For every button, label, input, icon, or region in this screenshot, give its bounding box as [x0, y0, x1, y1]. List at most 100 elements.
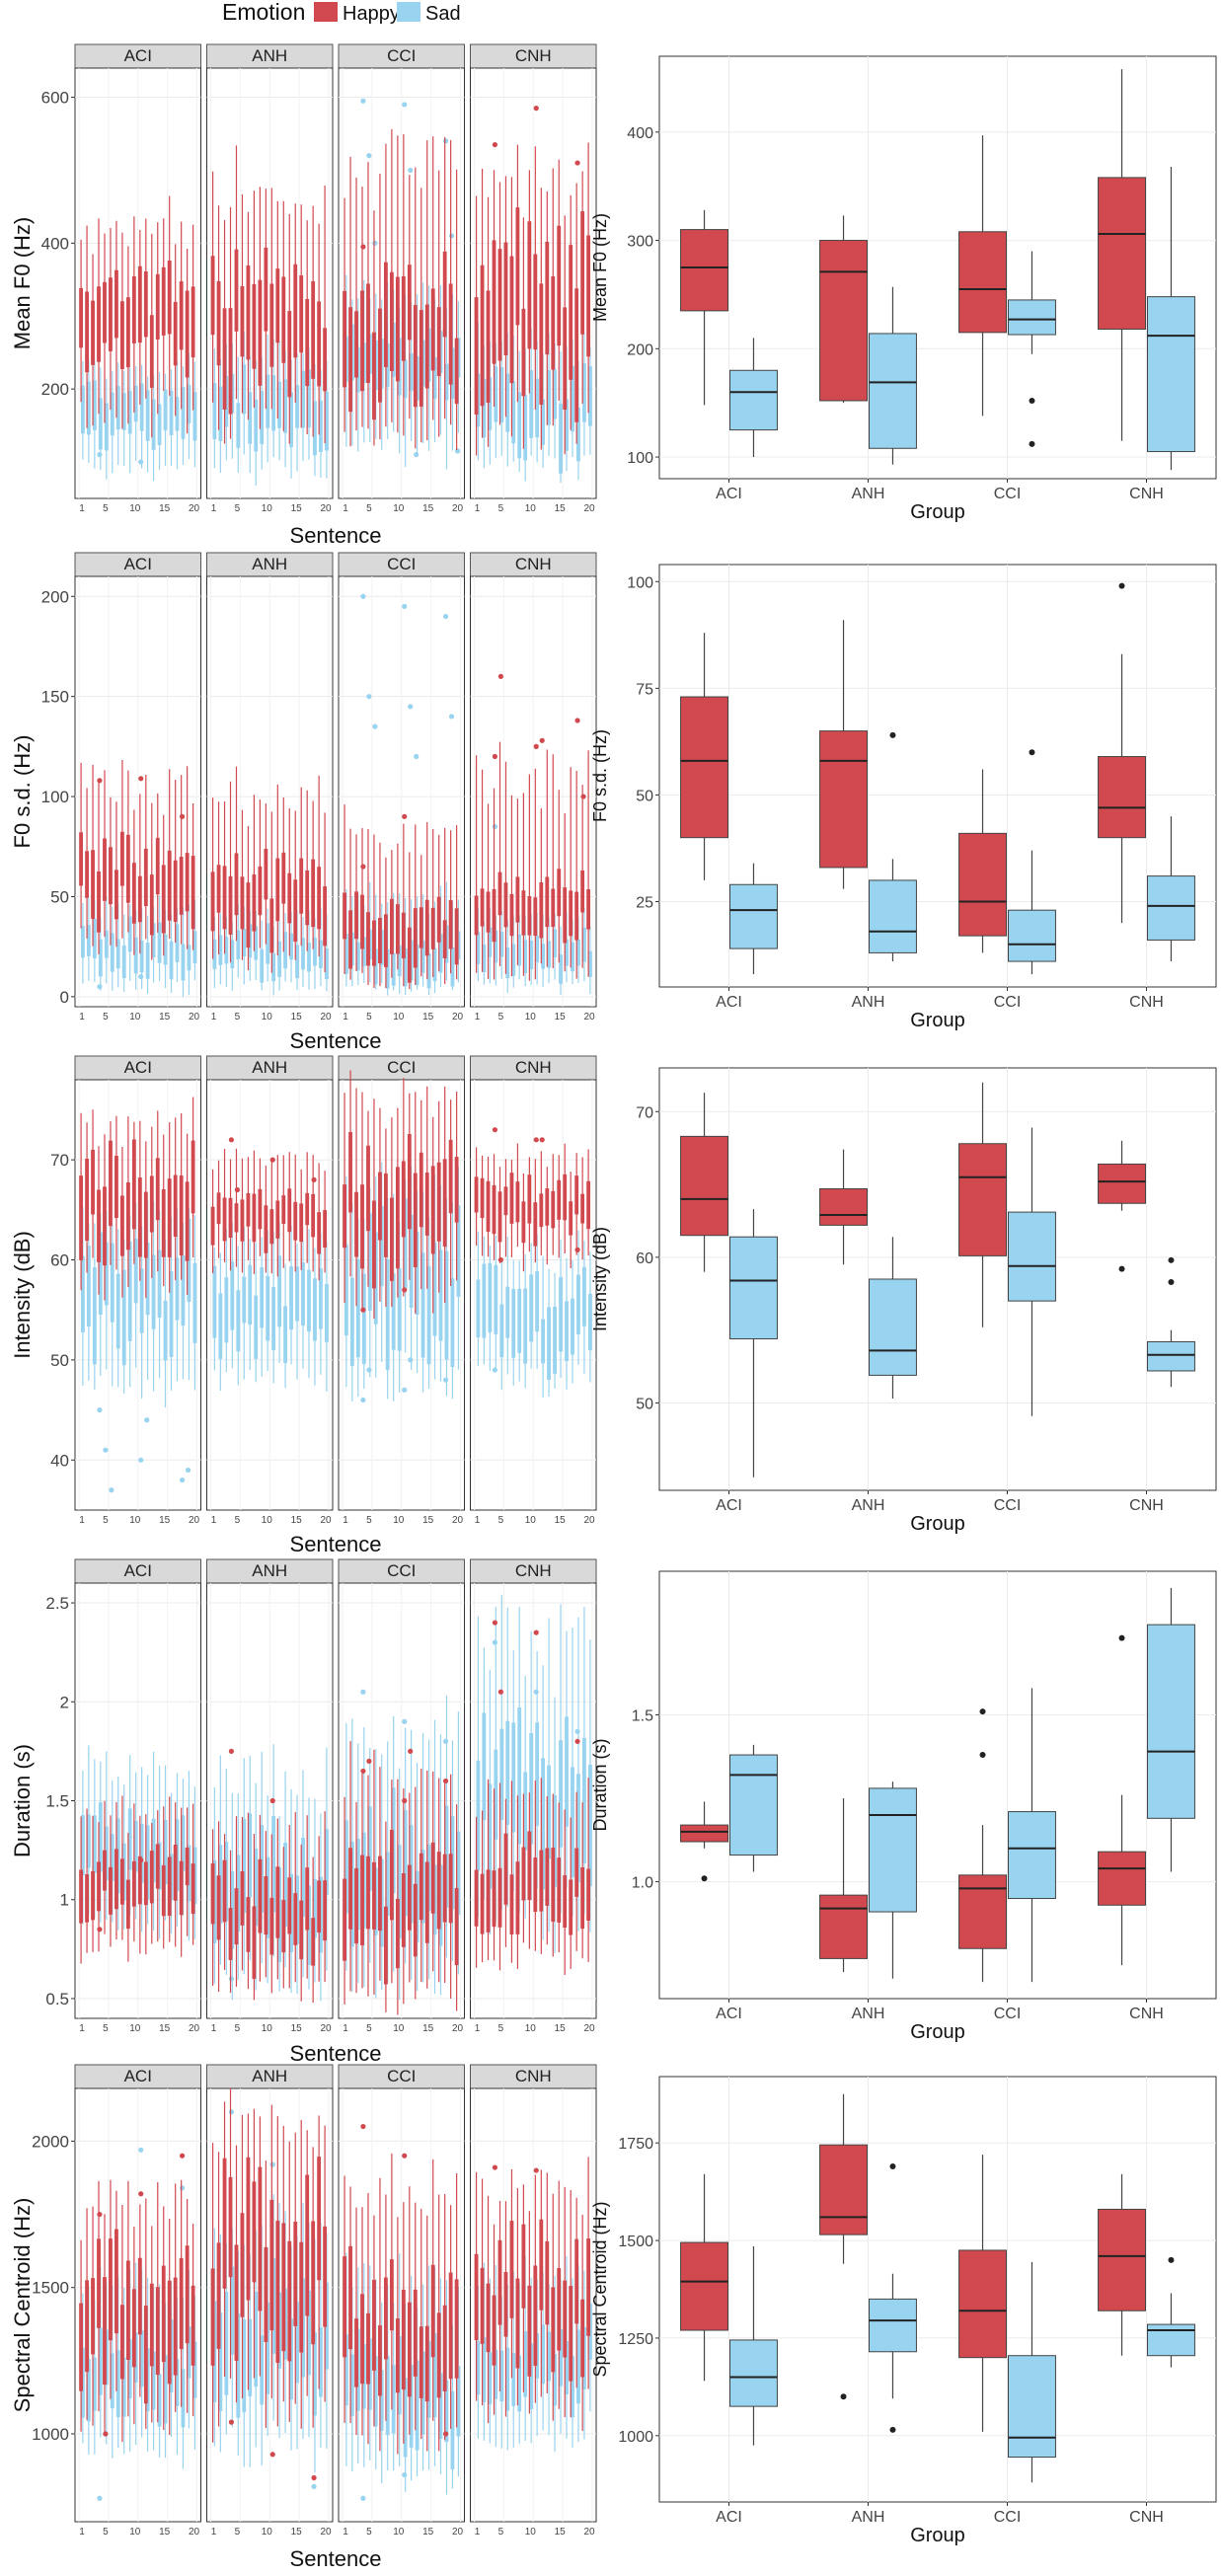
happy-box [354, 2318, 358, 2387]
facet-strip [470, 2064, 597, 2089]
x-tick-label: 10 [393, 2023, 405, 2034]
sad-box-cnh [1147, 2323, 1195, 2357]
sad-box [444, 363, 449, 401]
happy-box [486, 891, 491, 933]
sad-outlier [144, 1417, 150, 1423]
x-tick-label: ACI [716, 994, 742, 1011]
y-tick-label: 300 [627, 234, 653, 251]
outlier-point [1029, 397, 1035, 404]
happy-box [389, 271, 394, 371]
x-tick-label: CNH [1129, 2006, 1164, 2022]
happy-box [240, 2213, 245, 2317]
happy-outlier [574, 718, 580, 723]
sad-box [307, 1269, 311, 1332]
sad-box [163, 1820, 168, 1885]
x-axis-label: Sentence [290, 2546, 382, 2571]
happy-box [287, 1877, 292, 1934]
x-tick-label: 20 [452, 1515, 464, 1526]
x-tick-label: 1 [475, 1515, 481, 1526]
happy-box [569, 1201, 573, 1236]
happy-box [395, 276, 400, 382]
sad-outlier [179, 1477, 186, 1483]
sad-box [547, 370, 551, 425]
happy-box [155, 1158, 160, 1221]
happy-box [143, 848, 148, 907]
outlier-point [889, 731, 896, 738]
happy-box [557, 2268, 562, 2351]
y-tick-label: 1000 [618, 2429, 653, 2446]
happy-box [258, 866, 263, 916]
happy-box [179, 2257, 184, 2350]
x-tick-label: 5 [235, 2023, 241, 2034]
happy-box [474, 1176, 479, 1213]
sad-box [499, 1304, 504, 1358]
happy-box [424, 1861, 429, 1943]
sad-box [488, 927, 493, 957]
x-tick-label: 20 [189, 1515, 200, 1526]
happy-box [191, 1140, 195, 1214]
sad-box-cci [1008, 1211, 1056, 1302]
happy-outlier [402, 813, 408, 819]
sad-box [92, 1267, 97, 1365]
outlier-point [979, 1752, 986, 1759]
x-tick-label: 20 [320, 1515, 332, 1526]
happy-box [125, 297, 130, 368]
sad-box [529, 941, 534, 970]
sad-box [266, 923, 270, 964]
chart-3: 25 50 75 100 F0 s.d. (Hz) ACI ANH CCI CNH Group [590, 564, 1217, 1031]
sad-box [295, 2302, 299, 2384]
sad-box [576, 2329, 580, 2404]
x-tick-label: 20 [583, 503, 595, 514]
happy-box [448, 2272, 453, 2380]
happy-box [509, 2221, 514, 2318]
happy-box [167, 1856, 172, 1917]
happy-box [424, 899, 429, 956]
happy-box [580, 1867, 585, 1930]
sad-outlier [138, 2147, 144, 2153]
x-tick-label: 15 [291, 503, 303, 514]
happy-box [503, 1833, 508, 1905]
happy-box [305, 2174, 310, 2316]
sad-box-aci [729, 883, 778, 949]
happy-box-cci [958, 231, 1007, 334]
sad-outlier [366, 153, 372, 159]
x-tick-label: ACI [716, 2509, 742, 2526]
sad-box-cnh [1147, 1624, 1195, 1819]
happy-box [299, 858, 304, 914]
sad-box [379, 1205, 384, 1287]
sad-box [139, 940, 144, 973]
happy-box [551, 2287, 556, 2373]
sad-box [511, 1288, 516, 1358]
happy-box [497, 1191, 502, 1243]
happy-box [167, 260, 172, 335]
sad-box [403, 359, 408, 399]
sad-box [576, 939, 580, 966]
sad-box [541, 944, 546, 969]
sad-outlier [360, 1397, 366, 1403]
happy-box [442, 251, 447, 338]
x-axis-label: Group [910, 1010, 965, 1031]
y-tick-label: 100 [41, 788, 69, 806]
happy-box [109, 1866, 113, 1915]
sad-box [571, 1767, 574, 1878]
y-tick-label: 25 [636, 895, 653, 912]
happy-box [486, 1180, 491, 1233]
happy-box [424, 304, 429, 389]
sad-box-cci [1008, 1811, 1056, 1900]
happy-box [125, 834, 130, 903]
sad-box [242, 2319, 247, 2413]
happy-outlier [228, 1748, 235, 1754]
sad-outlier [414, 452, 420, 458]
sad-box [541, 1758, 546, 1890]
facet-strip [470, 1558, 597, 1584]
sad-box [86, 925, 91, 956]
sad-box [565, 399, 569, 451]
sad-box [505, 1286, 510, 1338]
happy-box [384, 262, 388, 368]
happy-outlier [138, 2191, 144, 2197]
sad-box [236, 930, 241, 959]
y-tick-label: 50 [50, 887, 69, 906]
happy-box [545, 241, 550, 355]
sad-box [92, 918, 97, 958]
